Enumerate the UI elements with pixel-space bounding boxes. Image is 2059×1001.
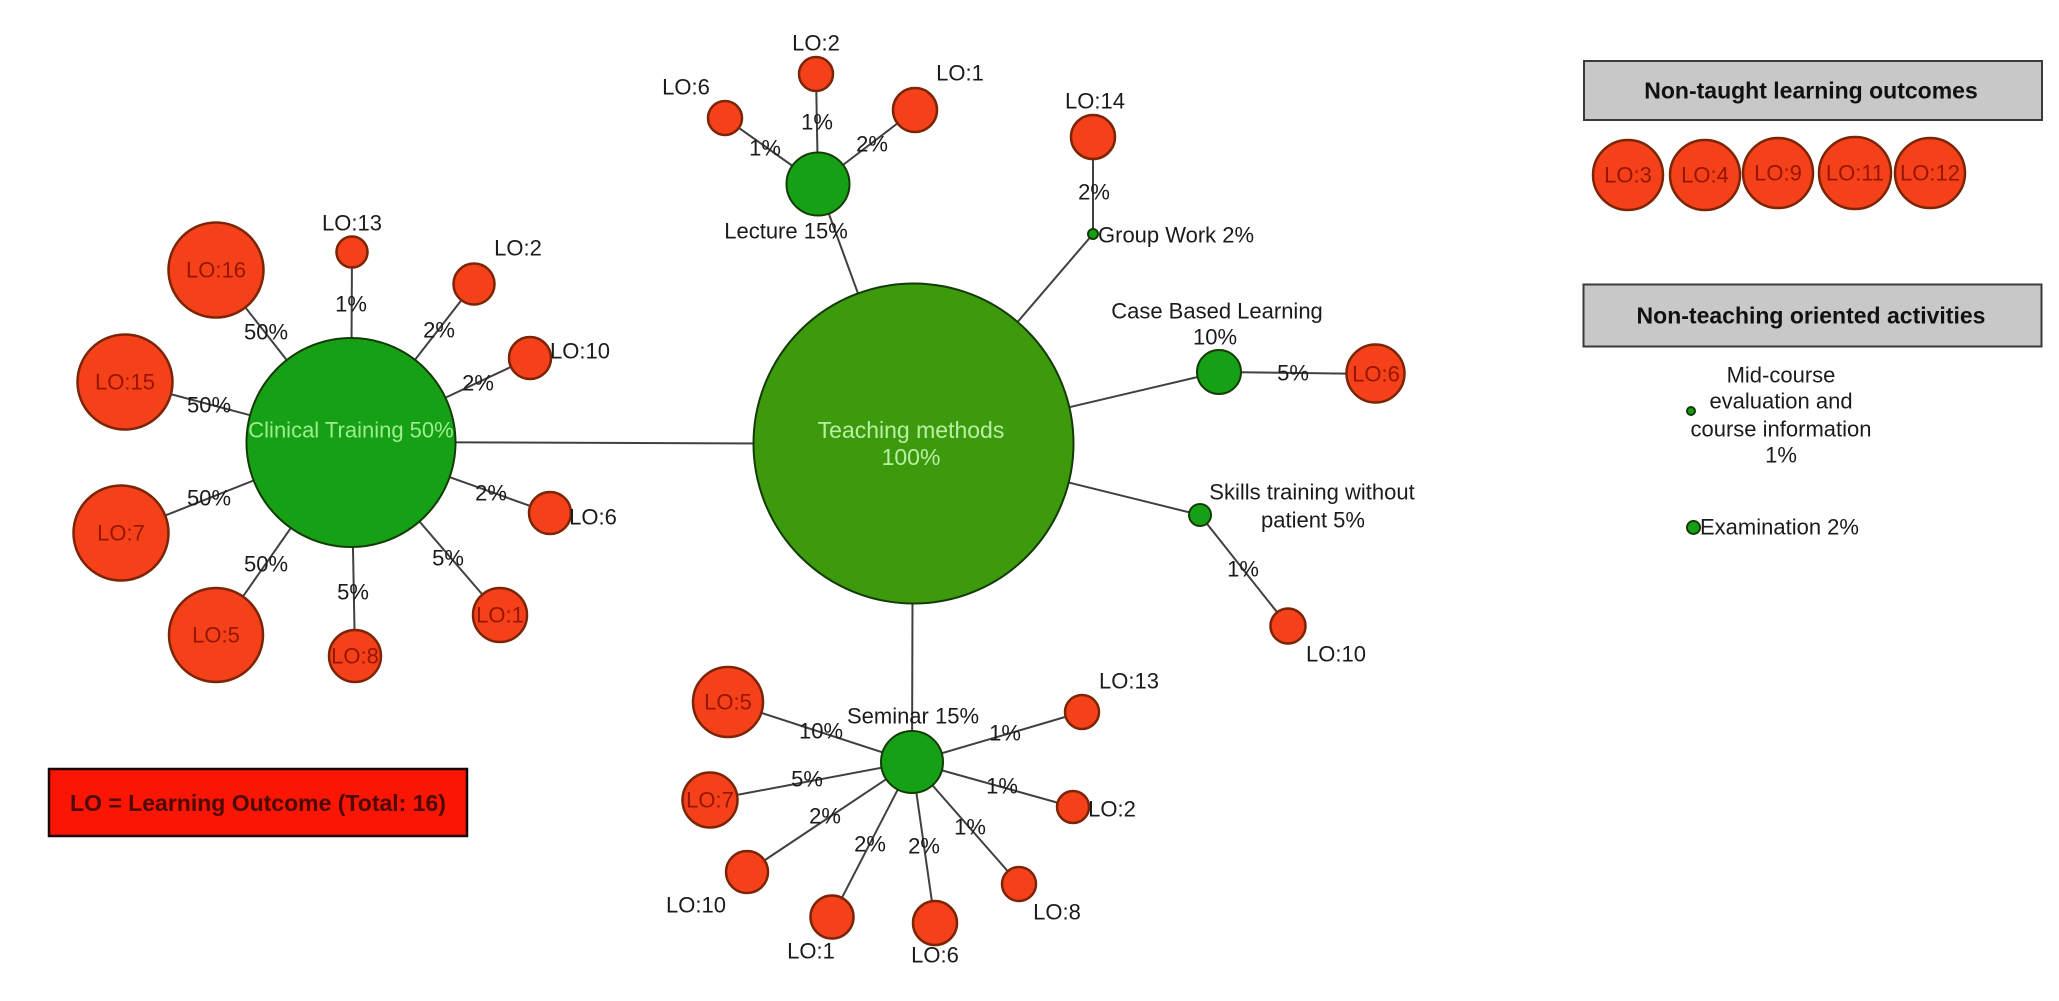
svg-text:LO:8: LO:8 <box>1033 900 1081 925</box>
svg-text:patient 5%: patient 5% <box>1261 508 1365 533</box>
svg-text:LO:13: LO:13 <box>322 211 382 236</box>
svg-text:Teaching methods: Teaching methods <box>818 417 1005 443</box>
svg-text:Lecture 15%: Lecture 15% <box>724 219 848 244</box>
svg-text:1%: 1% <box>749 136 781 161</box>
svg-text:1%: 1% <box>1765 443 1797 468</box>
svg-text:LO:10: LO:10 <box>550 339 610 364</box>
svg-text:50%: 50% <box>187 486 231 511</box>
svg-text:1%: 1% <box>801 110 833 135</box>
svg-text:Clinical Training 50%: Clinical Training 50% <box>248 418 453 443</box>
svg-text:LO:10: LO:10 <box>1306 642 1366 667</box>
svg-text:Non-teaching oriented activiti: Non-teaching oriented activities <box>1637 303 1986 329</box>
svg-text:1%: 1% <box>986 774 1018 799</box>
svg-text:LO = Learning Outcome (Total:: LO = Learning Outcome (Total: 16) <box>70 790 446 816</box>
svg-text:5%: 5% <box>337 580 369 605</box>
svg-text:LO:16: LO:16 <box>186 258 246 283</box>
svg-text:LO:6: LO:6 <box>1352 362 1400 387</box>
svg-text:LO:4: LO:4 <box>1681 163 1729 188</box>
svg-text:100%: 100% <box>882 444 941 470</box>
svg-text:Group Work 2%: Group Work 2% <box>1098 223 1254 248</box>
svg-text:5%: 5% <box>432 546 464 571</box>
svg-text:10%: 10% <box>1193 325 1237 350</box>
svg-text:2%: 2% <box>423 318 455 343</box>
svg-text:LO:8: LO:8 <box>331 644 379 669</box>
svg-text:2%: 2% <box>475 481 507 506</box>
svg-text:1%: 1% <box>989 721 1021 746</box>
svg-text:LO:15: LO:15 <box>95 370 155 395</box>
svg-text:Mid-course: Mid-course <box>1727 363 1836 388</box>
svg-text:10%: 10% <box>799 719 843 744</box>
svg-text:50%: 50% <box>244 320 288 345</box>
svg-text:LO:2: LO:2 <box>792 31 840 56</box>
svg-text:1%: 1% <box>335 292 367 317</box>
svg-text:LO:13: LO:13 <box>1099 669 1159 694</box>
svg-text:50%: 50% <box>187 393 231 418</box>
svg-text:2%: 2% <box>856 132 888 157</box>
svg-text:5%: 5% <box>1277 361 1309 386</box>
svg-text:LO:2: LO:2 <box>1088 797 1136 822</box>
svg-text:evaluation and: evaluation and <box>1709 389 1852 414</box>
svg-text:Skills training without: Skills training without <box>1209 480 1414 505</box>
svg-text:LO:9: LO:9 <box>1754 161 1802 186</box>
svg-text:LO:14: LO:14 <box>1065 89 1125 114</box>
svg-text:LO:6: LO:6 <box>911 943 959 968</box>
svg-text:LO:2: LO:2 <box>494 236 542 261</box>
svg-text:Non-taught learning outcomes: Non-taught learning outcomes <box>1644 78 1978 104</box>
svg-text:1%: 1% <box>1227 557 1259 582</box>
svg-text:LO:1: LO:1 <box>476 603 524 628</box>
svg-text:1%: 1% <box>954 815 986 840</box>
svg-text:LO:6: LO:6 <box>662 75 710 100</box>
svg-text:LO:6: LO:6 <box>569 505 617 530</box>
svg-text:2%: 2% <box>854 832 886 857</box>
svg-text:2%: 2% <box>809 804 841 829</box>
svg-text:LO:12: LO:12 <box>1900 161 1960 186</box>
svg-text:LO:10: LO:10 <box>666 893 726 918</box>
svg-text:2%: 2% <box>462 371 494 396</box>
svg-text:LO:1: LO:1 <box>787 939 835 964</box>
svg-text:5%: 5% <box>791 767 823 792</box>
svg-text:2%: 2% <box>908 834 940 859</box>
svg-text:LO:7: LO:7 <box>97 521 145 546</box>
svg-text:LO:5: LO:5 <box>192 623 240 648</box>
svg-text:Case Based Learning: Case Based Learning <box>1111 299 1323 324</box>
svg-text:LO:3: LO:3 <box>1604 163 1652 188</box>
svg-text:50%: 50% <box>244 552 288 577</box>
svg-text:Seminar 15%: Seminar 15% <box>847 704 979 729</box>
svg-text:LO:5: LO:5 <box>704 690 752 715</box>
svg-text:LO:11: LO:11 <box>1826 161 1884 186</box>
svg-text:2%: 2% <box>1078 180 1110 205</box>
svg-text:course information: course information <box>1691 417 1872 442</box>
svg-text:LO:1: LO:1 <box>936 61 984 86</box>
svg-text:Examination 2%: Examination 2% <box>1700 515 1859 540</box>
svg-text:LO:7: LO:7 <box>686 788 734 813</box>
